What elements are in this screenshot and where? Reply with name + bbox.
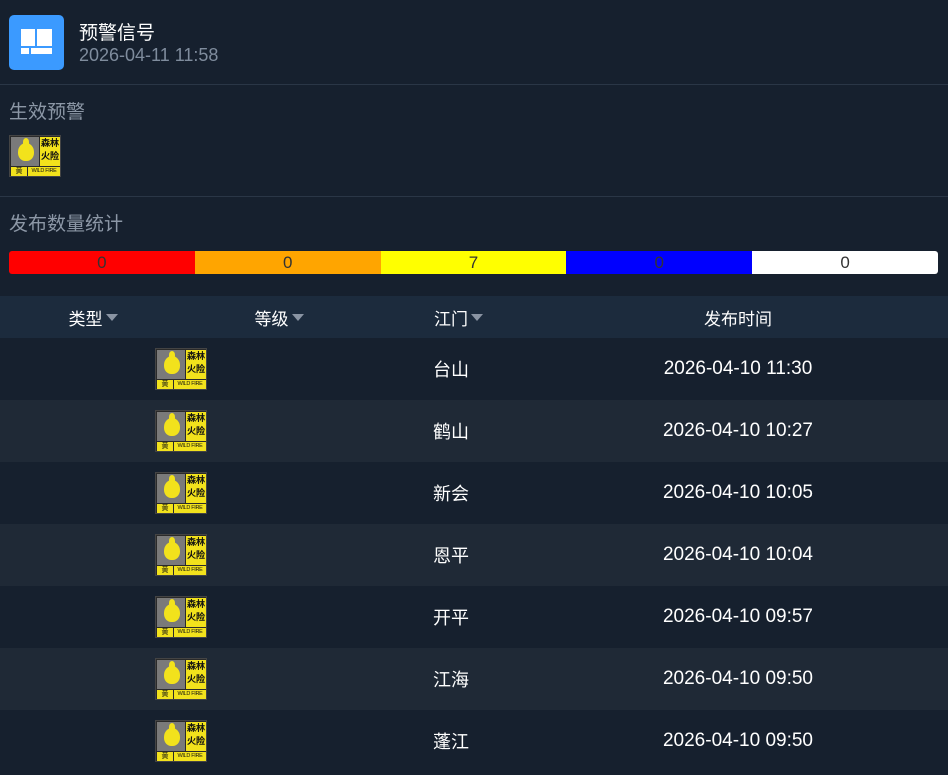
wildfire-warning-icon: 森林 火险 黄 WILD FIRE <box>155 720 207 762</box>
wildfire-warning-icon: 森林 火险 黄 WILD FIRE <box>155 348 207 390</box>
table-row[interactable]: 森林 火险 黄 WILD FIRE 开平 2026-04-10 09:57 <box>0 586 948 648</box>
page-title: 预警信号 <box>79 22 156 44</box>
region-cell: 台山 <box>433 360 469 381</box>
region-cell: 新会 <box>433 484 469 505</box>
wildfire-warning-icon: 森林 火险 黄 WILD FIRE <box>155 410 207 452</box>
region-cell: 鹤山 <box>433 422 469 443</box>
level-count-segment: 0 <box>566 251 753 274</box>
region-cell: 恩平 <box>433 546 469 567</box>
level-count-segment: 0 <box>194 251 381 274</box>
region-cell: 蓬江 <box>433 732 469 753</box>
time-cell: 2026-04-10 09:50 <box>662 730 813 751</box>
warning-table: 类型 等级 江门 发布时间 森林 火险 黄 WILD FIRE 台山 2026-0… <box>0 296 948 772</box>
column-time: 发布时间 <box>704 309 772 330</box>
table-row[interactable]: 森林 火险 黄 WILD FIRE 江海 2026-04-10 09:50 <box>0 648 948 710</box>
time-cell: 2026-04-10 10:27 <box>662 420 813 441</box>
table-row[interactable]: 森林 火险 黄 WILD FIRE 新会 2026-04-10 10:05 <box>0 462 948 524</box>
time-cell: 2026-04-10 10:05 <box>662 482 813 503</box>
wildfire-warning-icon[interactable]: 森林 火险 黄 WILD FIRE <box>9 135 61 177</box>
time-cell: 2026-04-10 09:57 <box>662 606 813 627</box>
table-header: 类型 等级 江门 发布时间 <box>0 296 948 338</box>
level-count-segment: 0 <box>752 251 938 274</box>
column-type[interactable]: 类型 <box>0 305 186 330</box>
time-cell: 2026-04-10 09:50 <box>662 668 813 689</box>
wildfire-warning-icon: 森林 火险 黄 WILD FIRE <box>155 534 207 576</box>
active-warnings-section: 生效预警 森林 火险 黄 WILD FIRE <box>0 85 948 197</box>
region-cell: 开平 <box>433 608 469 629</box>
table-row[interactable]: 森林 火险 黄 WILD FIRE 恩平 2026-04-10 10:04 <box>0 524 948 586</box>
table-row[interactable]: 森林 火险 黄 WILD FIRE 台山 2026-04-10 11:30 <box>0 338 948 400</box>
wildfire-warning-icon: 森林 火险 黄 WILD FIRE <box>155 472 207 514</box>
wildfire-warning-icon: 森林 火险 黄 WILD FIRE <box>155 658 207 700</box>
level-count-segment: 7 <box>380 251 567 274</box>
caret-down-icon <box>471 313 483 321</box>
caret-down-icon <box>291 313 304 321</box>
region-cell: 江海 <box>433 670 469 691</box>
header: 预警信号 2026-04-11 11:58 <box>0 0 948 85</box>
panel-layout-icon <box>9 15 64 70</box>
level-count-segment: 0 <box>9 251 195 274</box>
time-cell: 2026-04-10 10:04 <box>662 544 813 565</box>
caret-down-icon <box>105 313 118 321</box>
table-row[interactable]: 森林 火险 黄 WILD FIRE 蓬江 2026-04-10 09:50 <box>0 710 948 772</box>
active-warnings-label: 生效预警 <box>9 101 86 123</box>
time-cell: 2026-04-10 11:30 <box>663 358 813 379</box>
column-level[interactable]: 等级 <box>186 305 372 330</box>
column-region[interactable]: 江门 <box>372 305 558 330</box>
update-time: 2026-04-11 11:58 <box>79 45 219 65</box>
table-row[interactable]: 森林 火险 黄 WILD FIRE 鹤山 2026-04-10 10:27 <box>0 400 948 462</box>
stats-label: 发布数量统计 <box>9 213 124 235</box>
wildfire-warning-icon: 森林 火险 黄 WILD FIRE <box>155 596 207 638</box>
